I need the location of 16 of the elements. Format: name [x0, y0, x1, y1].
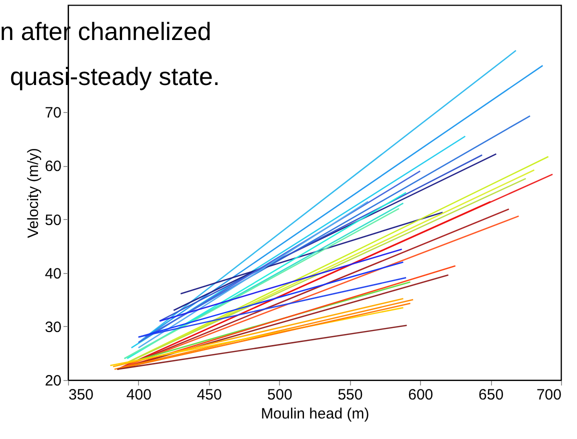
x-axis-title: Moulin head (m) [260, 406, 370, 422]
x-tick-label: 650 [478, 386, 504, 404]
y-tick-label: 50 [44, 212, 62, 229]
y-axis-title: Velocity (m/y) [24, 148, 42, 238]
y-tick-label: 30 [44, 318, 62, 336]
x-tick-label: 350 [68, 386, 94, 404]
y-tick-label: 60 [44, 158, 62, 176]
y-tick-label: 70 [44, 104, 62, 122]
x-tick-label: 500 [267, 386, 292, 404]
x-tick-label: 600 [408, 386, 434, 404]
x-tick-label: 400 [126, 386, 152, 404]
x-tick-label: 700 [536, 386, 562, 404]
y-tick-label: 20 [44, 372, 62, 390]
y-tick-label: 40 [44, 265, 62, 282]
x-tick-label: 550 [338, 386, 363, 404]
x-tick-label: 450 [196, 386, 222, 404]
